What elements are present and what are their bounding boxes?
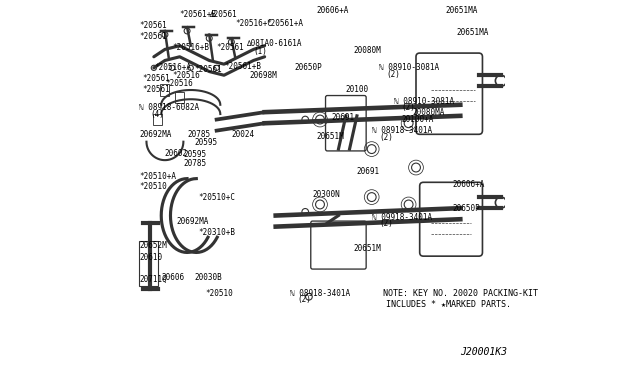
Text: ∆20561: ∆20561 [209,10,237,19]
Bar [153,114,162,125]
Text: 20785: 20785 [187,130,210,139]
Text: 20300N: 20300N [312,190,340,199]
Text: 20595: 20595 [195,138,218,147]
FancyBboxPatch shape [326,96,366,151]
Text: 20650P: 20650P [453,203,481,213]
Text: 20651M: 20651M [353,244,381,253]
Text: *20510+C: *20510+C [198,193,235,202]
Text: (2): (2) [387,70,401,79]
Text: *20561: *20561 [195,65,222,74]
Text: NOTE: KEY NO. 20020 PACKING-KIT: NOTE: KEY NO. 20020 PACKING-KIT [383,289,538,298]
Text: *20561+B: *20561+B [180,10,217,19]
Text: *20516: *20516 [172,71,200,80]
Text: 20691: 20691 [331,113,354,122]
Text: ℕ 08910-3081A: ℕ 08910-3081A [394,97,454,106]
Bar [161,84,170,96]
Text: 20651MA: 20651MA [456,28,489,37]
Text: *20310+B: *20310+B [198,228,235,237]
Circle shape [302,209,308,215]
Text: 20606: 20606 [161,273,184,282]
Text: *20561+B: *20561+B [224,61,261,71]
Text: *20561: *20561 [139,21,167,30]
Text: *20516: *20516 [165,79,193,88]
Text: 20024: 20024 [232,130,255,139]
Text: *20516+C: *20516+C [235,19,272,28]
Text: 20692MA: 20692MA [139,130,172,139]
Text: 20606+A: 20606+A [453,180,485,189]
Text: 20698M: 20698M [250,71,278,80]
Text: 20692MA: 20692MA [176,217,209,226]
Text: ℕ 08918-6082A: ℕ 08918-6082A [139,103,199,112]
Text: 20080MA: 20080MA [412,108,445,117]
Text: 20650P: 20650P [294,63,322,72]
Text: *20561: *20561 [139,32,167,41]
Text: (2): (2) [379,219,393,228]
Text: 20711Q: 20711Q [139,275,167,283]
Circle shape [302,116,308,123]
Text: 20030B: 20030B [195,273,222,282]
Text: J20001K3: J20001K3 [460,347,508,357]
Text: ℕ 09918-3401A: ℕ 09918-3401A [372,213,432,222]
Text: 20785: 20785 [184,158,207,168]
Text: 20602: 20602 [165,149,188,158]
Bar [175,92,184,103]
Text: *20510+A: *20510+A [139,172,176,181]
Text: 20606+A: 20606+A [316,6,349,15]
Text: 20080M: 20080M [353,46,381,55]
Text: *20516+B: *20516+B [172,43,209,52]
Text: 20610: 20610 [139,253,162,263]
Text: 20100+A: 20100+A [401,115,434,124]
Text: *20561: *20561 [143,74,170,83]
Text: (2): (2) [298,295,312,304]
FancyBboxPatch shape [416,53,483,134]
Text: *20561+A: *20561+A [266,19,303,28]
Text: *20561: *20561 [216,43,244,52]
FancyBboxPatch shape [420,182,483,256]
Text: 20652M: 20652M [139,241,167,250]
Text: INCLUDES * ★MARKED PARTS.: INCLUDES * ★MARKED PARTS. [387,300,511,309]
FancyBboxPatch shape [311,221,366,269]
Text: ℕ 08910-3081A: ℕ 08910-3081A [379,63,439,72]
Text: 20651M: 20651M [316,132,344,141]
Text: *20510: *20510 [139,182,167,191]
Text: ℕ 08918-3401A: ℕ 08918-3401A [372,126,432,135]
Text: *20510: *20510 [205,289,234,298]
Text: ∆08IA0-6161A: ∆08IA0-6161A [246,39,301,48]
Text: (2): (2) [379,133,393,142]
Text: ℕ 08918-3401A: ℕ 08918-3401A [291,289,351,298]
Text: 20691: 20691 [357,167,380,176]
Text: 20651MA: 20651MA [445,6,478,15]
Text: 20595: 20595 [184,150,207,159]
Text: *20516+A: *20516+A [154,63,191,72]
Text: *20561: *20561 [143,85,170,94]
Text: (1): (1) [253,47,268,56]
Text: (4): (4) [150,109,164,119]
FancyBboxPatch shape [139,241,157,286]
Text: 20100: 20100 [346,85,369,94]
Text: (2): (2) [401,103,415,112]
Circle shape [306,294,312,300]
